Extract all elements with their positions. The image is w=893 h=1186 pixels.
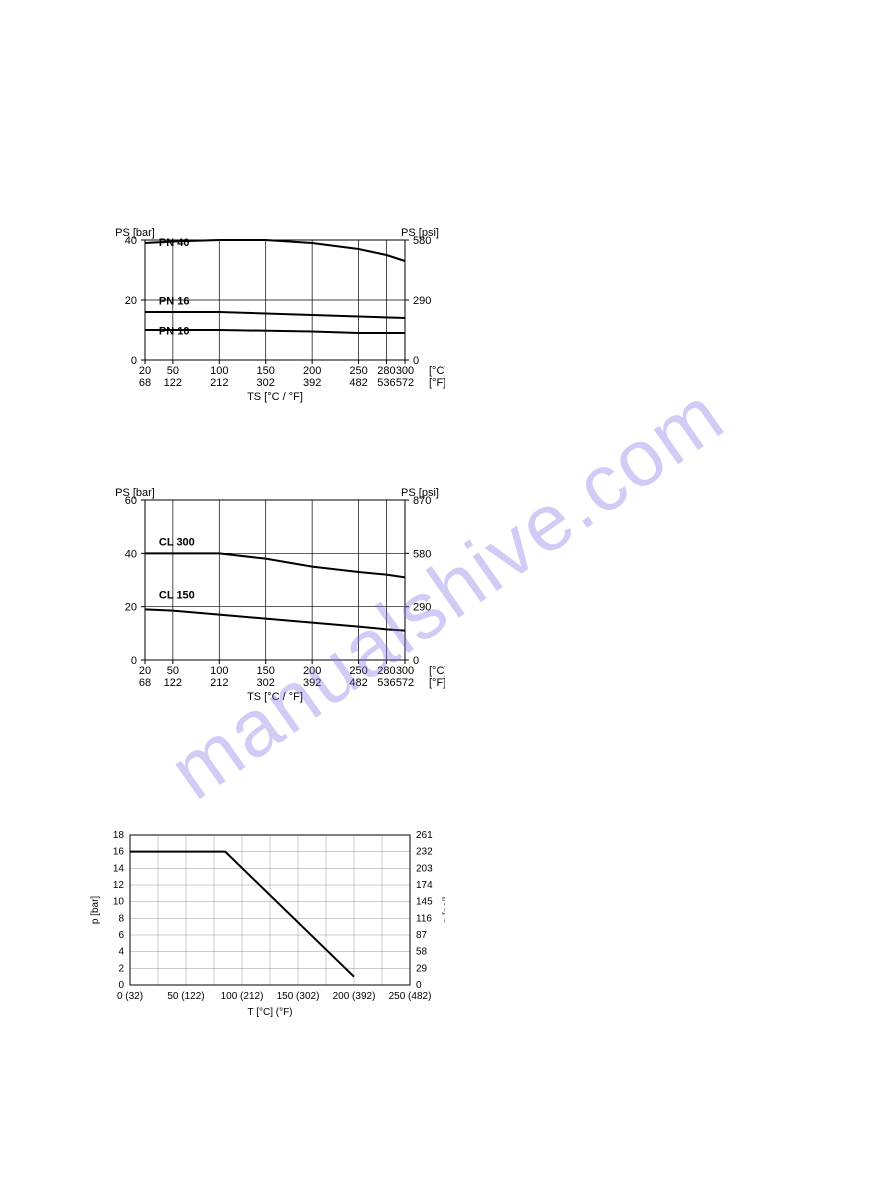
svg-text:250 (482): 250 (482) [389, 991, 432, 1002]
svg-text:0: 0 [131, 355, 137, 367]
svg-text:29: 29 [416, 963, 428, 974]
svg-text:20: 20 [125, 295, 137, 307]
page-root: { "watermark": { "text": "manualshive.co… [0, 0, 893, 1186]
svg-text:68: 68 [139, 377, 151, 389]
svg-text:572: 572 [396, 677, 414, 689]
svg-text:0: 0 [416, 980, 422, 991]
svg-text:14: 14 [113, 863, 125, 874]
svg-text:4: 4 [118, 947, 124, 958]
svg-text:0: 0 [118, 980, 124, 991]
svg-text:100: 100 [210, 665, 228, 677]
svg-text:572: 572 [396, 377, 414, 389]
svg-text:p [bar]: p [bar] [90, 896, 101, 925]
svg-text:PN 40: PN 40 [159, 237, 190, 249]
chart-p-t: 0 2 4 6 8 10 12 14 16 18 0 29 58 87 116 145 174 203 232 261… [75, 825, 445, 1035]
svg-text:116: 116 [416, 913, 432, 924]
svg-text:300: 300 [396, 665, 414, 677]
svg-text:87: 87 [416, 930, 428, 941]
svg-text:0 (32): 0 (32) [117, 991, 143, 1002]
svg-text:200: 200 [303, 665, 321, 677]
svg-text:482: 482 [349, 677, 367, 689]
svg-text:T [°C] (°F): T [°C] (°F) [247, 1007, 292, 1018]
svg-text:PN 10: PN 10 [159, 326, 190, 338]
svg-text:[°F]: [°F] [429, 677, 445, 689]
svg-text:145: 145 [416, 897, 433, 908]
svg-text:536: 536 [377, 377, 395, 389]
chart-ps-pn: 020400290580PS [bar]PS [psi]206850122100… [75, 225, 445, 450]
svg-text:250: 250 [349, 365, 367, 377]
svg-text:392: 392 [303, 677, 321, 689]
svg-text:12: 12 [113, 880, 125, 891]
svg-text:[°C]: [°C] [429, 665, 445, 677]
svg-text:8: 8 [118, 913, 124, 924]
svg-text:290: 290 [413, 295, 431, 307]
svg-text:212: 212 [210, 377, 228, 389]
svg-text:261: 261 [416, 830, 433, 841]
svg-text:PS [bar]: PS [bar] [115, 227, 155, 239]
svg-text:PN 16: PN 16 [159, 296, 190, 308]
svg-text:302: 302 [257, 677, 275, 689]
chart-ps-cl: 02040600290580870PS [bar]PS [psi]2068501… [75, 485, 445, 750]
svg-text:TS [°C / °F]: TS [°C / °F] [247, 391, 303, 403]
svg-text:203: 203 [416, 863, 433, 874]
svg-text:150 (302): 150 (302) [277, 991, 320, 1002]
svg-text:212: 212 [210, 677, 228, 689]
svg-text:122: 122 [164, 377, 182, 389]
svg-text:392: 392 [303, 377, 321, 389]
svg-text:150: 150 [257, 365, 275, 377]
svg-text:6: 6 [118, 930, 124, 941]
svg-text:0: 0 [131, 655, 137, 667]
svg-text:40: 40 [125, 548, 137, 560]
svg-text:200: 200 [303, 365, 321, 377]
svg-text:302: 302 [257, 377, 275, 389]
svg-text:PS [bar]: PS [bar] [115, 487, 155, 499]
svg-text:p [psi]: p [psi] [442, 896, 445, 923]
svg-text:232: 232 [416, 847, 433, 858]
svg-text:20: 20 [125, 602, 137, 614]
svg-text:150: 150 [257, 665, 275, 677]
svg-text:174: 174 [416, 880, 433, 891]
svg-text:200 (392): 200 (392) [333, 991, 376, 1002]
svg-text:100 (212): 100 (212) [221, 991, 264, 1002]
svg-text:PS [psi]: PS [psi] [401, 487, 439, 499]
svg-text:[°F]: [°F] [429, 377, 445, 389]
svg-text:100: 100 [210, 365, 228, 377]
svg-text:280: 280 [377, 665, 395, 677]
svg-text:68: 68 [139, 677, 151, 689]
svg-text:482: 482 [349, 377, 367, 389]
svg-text:2: 2 [118, 963, 124, 974]
svg-text:18: 18 [113, 830, 125, 841]
svg-text:290: 290 [413, 602, 431, 614]
svg-text:250: 250 [349, 665, 367, 677]
svg-text:50: 50 [167, 365, 179, 377]
svg-text:580: 580 [413, 548, 431, 560]
svg-text:280: 280 [377, 365, 395, 377]
svg-text:CL 300: CL 300 [159, 536, 195, 548]
svg-text:10: 10 [113, 897, 125, 908]
svg-text:20: 20 [139, 665, 151, 677]
svg-text:536: 536 [377, 677, 395, 689]
svg-text:PS [psi]: PS [psi] [401, 227, 439, 239]
svg-text:CL 150: CL 150 [159, 590, 195, 602]
svg-text:58: 58 [416, 947, 428, 958]
svg-text:50 (122): 50 (122) [167, 991, 204, 1002]
svg-text:300: 300 [396, 365, 414, 377]
svg-text:50: 50 [167, 665, 179, 677]
svg-text:122: 122 [164, 677, 182, 689]
svg-text:TS [°C / °F]: TS [°C / °F] [247, 691, 303, 703]
svg-text:20: 20 [139, 365, 151, 377]
svg-text:16: 16 [113, 847, 125, 858]
svg-text:[°C]: [°C] [429, 365, 445, 377]
